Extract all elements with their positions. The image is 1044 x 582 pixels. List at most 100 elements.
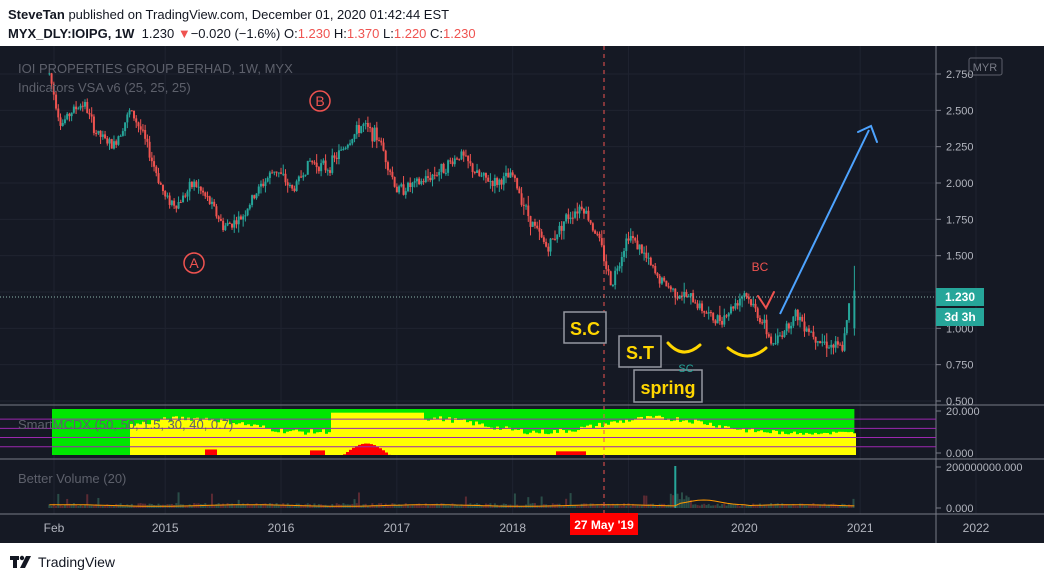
candle-body: [825, 341, 828, 349]
volume-bar: [222, 503, 225, 508]
mcdx-yellow-bar: [148, 424, 151, 455]
candle-body: [168, 195, 171, 205]
candle-body: [222, 220, 225, 231]
mcdx-yellow-bar: [283, 433, 286, 455]
volume-bar: [567, 505, 570, 508]
volume-bar: [745, 505, 748, 508]
candle-body: [482, 172, 485, 176]
candle-body: [302, 175, 305, 178]
projection-arrow[interactable]: [779, 129, 870, 315]
smart-mcdx-pane: 20.000 0.000: [0, 406, 980, 460]
candle-body: [438, 171, 441, 176]
sc-box: [563, 311, 607, 344]
circle-b-ring: [309, 90, 331, 112]
candle-body: [513, 175, 516, 179]
candle-body: [676, 297, 679, 299]
currency-badge[interactable]: [968, 57, 1003, 76]
volume-bar: [718, 505, 721, 508]
mcdx-yellow-bar: [187, 417, 190, 455]
volume-bar: [734, 504, 737, 508]
volume-bar: [335, 503, 338, 508]
circle-b-text: B: [315, 93, 324, 109]
candle-body: [135, 118, 138, 123]
candle-body: [382, 142, 385, 151]
candle-body: [244, 215, 247, 217]
candle-body: [95, 132, 98, 134]
candle-body: [326, 170, 329, 172]
volume-bar: [513, 493, 516, 508]
volume-bar: [830, 504, 833, 508]
candle-body: [55, 94, 58, 109]
candle-body: [703, 311, 706, 313]
mcdx-red-bar: [322, 450, 325, 455]
candle-body: [355, 125, 358, 135]
candle-body: [104, 134, 107, 139]
annotation-circle-a[interactable]: A: [183, 252, 205, 274]
mcdx-yellow-bar: [343, 412, 346, 455]
chart-canvas[interactable]: 20.000 0.000 200000000.000 0.000 2.750 2.50…: [0, 46, 1044, 543]
candle-body: [551, 238, 554, 240]
mcdx-yellow-bar: [160, 419, 163, 455]
volume-bar: [778, 505, 781, 508]
volume-bar: [353, 499, 356, 508]
indicator-label[interactable]: Indicators VSA v6 (25, 25, 25): [18, 80, 191, 95]
mcdx-yellow-bar: [844, 431, 847, 455]
mcdx-yellow-bar: [217, 422, 220, 455]
volume-bar: [645, 495, 648, 508]
candle-body: [647, 257, 650, 259]
mcdx-yellow-bar: [235, 424, 238, 455]
circle-a-text: A: [189, 255, 199, 271]
mcdx-yellow-bar: [361, 412, 364, 455]
volume-bar: [754, 505, 757, 508]
volume-bar: [636, 504, 639, 508]
tradingview-brand[interactable]: TradingView: [38, 554, 116, 570]
volume-bar: [634, 504, 637, 508]
candle-body: [320, 163, 323, 172]
sc-box-annotation[interactable]: S.C: [563, 311, 607, 344]
annotation-circle-b[interactable]: B: [309, 90, 331, 112]
mcdx-yellow-bar: [586, 425, 589, 455]
smart-mcdx-label[interactable]: SmartMCDX (50, 50, 1.5, 30, 40, 0.7): [18, 417, 233, 432]
better-volume-label[interactable]: Better Volume (20): [18, 471, 126, 486]
volume-bar: [747, 504, 750, 508]
candle-body: [208, 196, 211, 204]
tradingview-logo-icon[interactable]: [10, 553, 32, 571]
candle-body: [794, 309, 797, 317]
volume-bar: [460, 504, 463, 508]
candle-body: [357, 125, 360, 134]
mcdx-yellow-bar: [553, 430, 556, 455]
st-box-annotation[interactable]: S.T: [618, 335, 662, 368]
mcdx-yellow-bar: [688, 422, 691, 455]
spring-smile-curve[interactable]: [726, 346, 768, 358]
candle-body: [761, 322, 764, 324]
spring-box-text: spring: [640, 378, 695, 398]
volume-bar: [311, 505, 314, 508]
mcdx-yellow-bar: [550, 433, 553, 455]
st-smile-curve[interactable]: [666, 341, 702, 354]
candle-body: [84, 102, 87, 107]
x-tick-label: 2018: [499, 521, 526, 535]
author-name[interactable]: SteveTan: [8, 7, 65, 22]
volume-bar: [108, 504, 111, 508]
candle-body: [547, 246, 550, 252]
candle-body: [115, 141, 118, 145]
mcdx-yellow-bar: [742, 428, 745, 455]
volume-bar: [219, 504, 222, 508]
volume-bar: [404, 503, 407, 508]
candle-body: [213, 201, 216, 207]
mcdx-yellow-bar: [325, 433, 328, 455]
volume-bar: [375, 504, 378, 508]
volume-bar: [631, 503, 634, 508]
x-tick-label: 2020: [731, 521, 758, 535]
volume-tick-label: 0.000: [946, 503, 974, 515]
spring-box-annotation[interactable]: spring: [633, 369, 703, 403]
bc-check-mark[interactable]: [757, 291, 775, 310]
candle-body: [268, 172, 271, 178]
volume-bar: [692, 504, 695, 508]
volume-bar: [629, 505, 632, 508]
mcdx-yellow-bar: [505, 426, 508, 455]
candle-body: [199, 186, 202, 191]
candle-body: [304, 174, 307, 176]
mcdx-yellow-bar: [784, 433, 787, 455]
volume-bar: [801, 503, 804, 508]
